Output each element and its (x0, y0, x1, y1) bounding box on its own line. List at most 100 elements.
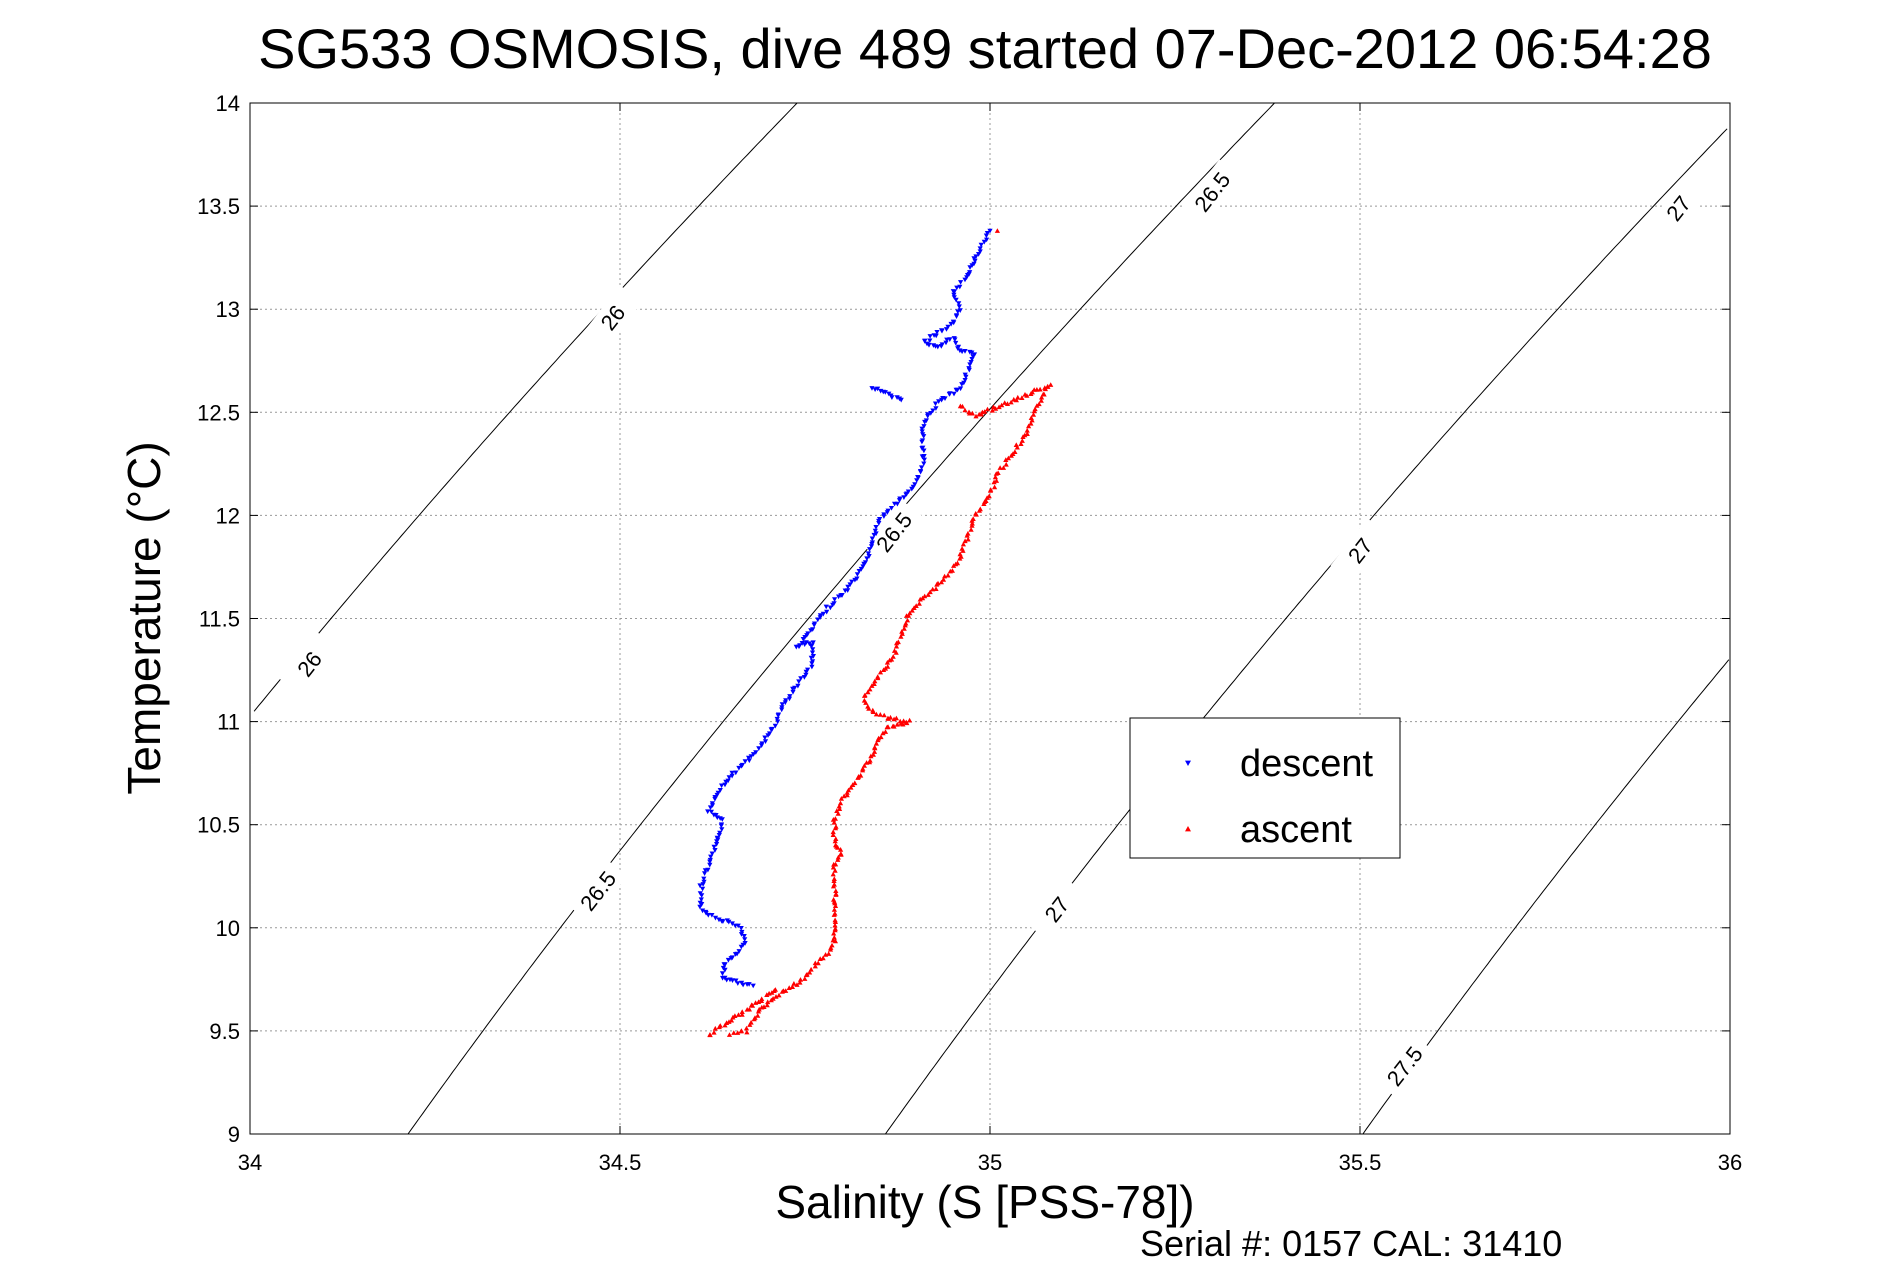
point-ascent (711, 1029, 717, 1035)
point-ascent (901, 626, 907, 631)
point-descent (742, 941, 748, 946)
point-descent (795, 683, 801, 689)
point-ascent (891, 716, 897, 722)
point-descent (845, 584, 851, 590)
point-ascent (717, 1023, 723, 1028)
point-descent (739, 762, 745, 768)
y-tick-label: 13 (216, 297, 240, 322)
point-ascent (1038, 398, 1044, 403)
point-ascent (996, 404, 1002, 410)
contour-label-background (864, 499, 924, 565)
point-descent (957, 308, 963, 313)
point-descent (750, 752, 757, 757)
point-descent (944, 337, 950, 343)
point-ascent (831, 819, 837, 825)
point-descent (719, 918, 725, 924)
point-descent (917, 469, 924, 474)
point-descent (796, 679, 802, 685)
point-ascent (1011, 396, 1017, 402)
point-descent (951, 289, 957, 295)
point-ascent (832, 917, 838, 923)
point-ascent (995, 470, 1001, 475)
point-descent (775, 719, 781, 725)
point-ascent (832, 926, 838, 931)
point-descent (905, 489, 911, 495)
point-ascent (832, 922, 838, 928)
point-ascent (933, 586, 939, 591)
point-descent (868, 544, 875, 549)
point-ascent (832, 903, 839, 908)
point-ascent (897, 718, 903, 724)
point-ascent (1000, 465, 1007, 470)
point-ascent (838, 851, 844, 856)
point-descent (869, 540, 875, 546)
point-ascent (899, 629, 905, 634)
data-points (697, 228, 1054, 1038)
point-ascent (960, 541, 966, 547)
point-ascent (833, 891, 839, 896)
point-descent (984, 231, 990, 236)
point-descent (741, 934, 747, 939)
point-ascent (845, 787, 852, 793)
point-ascent (759, 996, 765, 1001)
point-descent (744, 982, 750, 987)
point-ascent (837, 806, 843, 811)
point-descent (933, 406, 939, 411)
point-ascent (861, 763, 867, 768)
point-descent (973, 254, 979, 260)
point-ascent (997, 465, 1003, 470)
point-descent (823, 604, 829, 610)
point-descent (866, 554, 872, 559)
point-descent (951, 336, 957, 341)
point-ascent (885, 724, 891, 730)
point-ascent (726, 1019, 732, 1024)
point-descent (799, 641, 805, 646)
point-descent (722, 962, 728, 967)
point-ascent (830, 871, 836, 877)
contour-label-background (1027, 876, 1087, 942)
point-ascent (731, 1030, 737, 1035)
point-ascent (891, 723, 897, 729)
point-ascent (1022, 392, 1028, 397)
legend-marker-ascent (1185, 826, 1191, 832)
point-descent (831, 601, 837, 606)
point-descent (724, 918, 730, 924)
point-descent (933, 333, 939, 339)
point-ascent (862, 692, 868, 698)
point-descent (894, 501, 900, 507)
point-descent (809, 664, 815, 670)
point-ascent (885, 715, 891, 721)
point-descent (888, 506, 895, 511)
point-descent (739, 929, 745, 935)
y-tick-label: 12 (216, 503, 240, 528)
point-ascent (962, 407, 968, 413)
point-ascent (977, 506, 983, 512)
point-ascent (789, 984, 795, 989)
density-contour-27 (884, 128, 1728, 1135)
point-descent (738, 926, 744, 931)
point-ascent (999, 402, 1005, 408)
point-descent (956, 301, 962, 306)
point-descent (697, 891, 703, 896)
contour-label-background (583, 285, 643, 350)
point-descent (824, 609, 830, 615)
point-ascent (890, 654, 896, 659)
point-descent (924, 341, 930, 347)
point-ascent (949, 568, 955, 573)
point-ascent (844, 792, 850, 798)
point-ascent (1012, 449, 1018, 454)
point-ascent (1030, 412, 1037, 417)
point-ascent (903, 620, 909, 626)
point-ascent (860, 766, 866, 771)
point-descent (951, 391, 957, 397)
point-ascent (867, 758, 873, 763)
point-descent (876, 521, 882, 526)
point-descent (958, 280, 964, 285)
point-descent (739, 980, 745, 986)
point-ascent (739, 1009, 745, 1014)
point-ascent (907, 610, 913, 616)
point-ascent (873, 711, 879, 717)
point-descent (897, 496, 903, 502)
point-ascent (1036, 401, 1042, 407)
point-descent (967, 270, 973, 275)
